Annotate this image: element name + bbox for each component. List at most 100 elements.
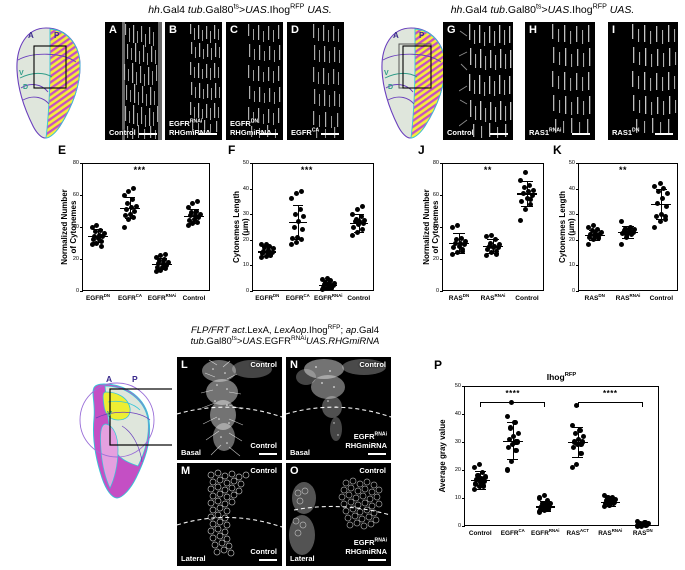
data-point [350,233,356,239]
data-point [665,191,671,197]
y-tick-label: 20 [432,256,439,262]
plot-area [464,386,659,526]
data-point [89,242,95,248]
data-point [158,253,164,259]
data-point [258,242,264,248]
error-bar-cap [539,511,551,513]
panel-corner-label-bl: Basal [181,447,202,457]
data-point [608,498,614,504]
data-point [506,436,513,442]
y-tick-mark [576,214,579,216]
data-point [154,264,160,270]
panel-letter: A [109,24,117,36]
micrograph-panel-b[interactable]: B EGFRRNAi RHGmiRNA [165,22,222,140]
chart-panel-e[interactable]: 0 20 40 60 80 Normalized Number of Cytonemes EG… [48,155,228,315]
data-point [132,208,138,214]
data-point [548,501,554,507]
panel-corner-label-br: Control [250,547,277,556]
data-point [510,442,516,448]
data-point [629,232,635,238]
y-tick-label: 20 [72,256,79,262]
y-tick-mark [250,163,253,164]
data-point [664,204,670,210]
data-point [604,498,610,504]
significance-marker: ** [618,165,628,175]
data-point [527,182,533,188]
micrograph-panel-a[interactable]: A Control [105,22,162,140]
mean-line [448,243,470,245]
panel-genotype-label: EGFRRNAi RHGmiRNA [345,537,387,556]
error-bar-cap [637,522,649,524]
data-point [576,436,582,442]
data-point [528,197,534,203]
micrograph-panel-d[interactable]: D EGFRCA [287,22,344,140]
micrograph-panel-m[interactable]: M Control Lateral Control [177,463,282,566]
disc-label-a: A [393,31,399,40]
data-point [359,227,365,233]
scale-bar [655,133,673,135]
data-point [298,237,304,243]
chart-panel-p[interactable]: 0 10 20 30 40 50 Average gray value IhogRFP Cont… [424,368,679,553]
error-bar [527,180,528,207]
data-point [131,214,137,220]
chart-panel-j[interactable]: 0 20 40 60 80 Normalized Number of Cytonemes RA… [412,155,552,315]
panel-caption: Control [109,127,136,137]
x-category-label: Control [468,530,492,537]
data-point [572,431,579,437]
data-point [511,433,517,439]
data-point [596,234,602,240]
mean-line [258,251,277,253]
data-point [353,216,359,222]
mean-line [120,207,140,209]
data-point [571,439,578,445]
error-bar [594,229,596,240]
mean-line [88,235,108,237]
micrograph-panel-h[interactable]: H RAS1RNAi [525,22,595,140]
y-tick-label: 60 [432,192,439,198]
error-bar-cap [323,289,334,291]
error-bar-cap [589,239,601,241]
micrograph-panel-c[interactable]: C EGFRDN RHGmiRNA [226,22,283,140]
x-category-label: RASDN [632,527,653,537]
data-point [489,232,495,238]
data-point [621,228,627,234]
x-category-label: EGFRCA [285,292,310,302]
chart-panel-f[interactable]: 0 10 20 30 40 50 Cytonemes Length (μm) EGFRDN EG… [222,155,392,315]
data-point [157,258,163,264]
data-point [504,414,510,420]
micrograph-panel-g[interactable]: G Control [443,22,513,140]
data-point [125,200,131,206]
data-point [570,445,576,451]
error-bar-cap [655,219,667,221]
data-point [475,473,481,479]
y-tick-label: 40 [72,224,79,230]
data-point [294,239,300,245]
data-point [123,206,129,212]
micrograph-panel-l[interactable]: L Control Basal Control [177,357,282,460]
data-point [483,474,489,480]
data-point [450,224,455,230]
micrograph-panel-n[interactable]: N Control Basal EGFRRNAi RHGmiRNA [286,357,391,460]
error-bar-cap [572,457,584,459]
data-point [330,283,336,289]
data-point [578,442,584,448]
panel-corner-label-bl: Lateral [181,553,206,563]
y-tick-label: 50 [242,160,249,166]
data-point [350,211,356,217]
data-point [185,222,191,228]
disc-label-a: A [28,31,34,40]
data-point [460,248,466,254]
error-bar-cap [156,269,168,271]
disc-label-a: A [106,374,112,384]
error-bar-cap [589,229,601,231]
data-point [484,234,489,240]
x-category-label: EGFRCA [117,292,143,302]
y-tick-label: 50 [454,383,461,389]
data-point [357,219,363,225]
error-bar [577,426,579,458]
error-bar-cap [622,226,634,228]
chart-panel-k[interactable]: 0 10 20 30 40 50 Cytonemes Length (μm) RASDN RAS… [546,155,685,315]
y-tick-mark [462,526,465,527]
micrograph-panel-o[interactable]: O Control Lateral EGFRRNAi RHGmiRNA [286,463,391,566]
micrograph-panel-i[interactable]: I RAS1DN [608,22,678,140]
